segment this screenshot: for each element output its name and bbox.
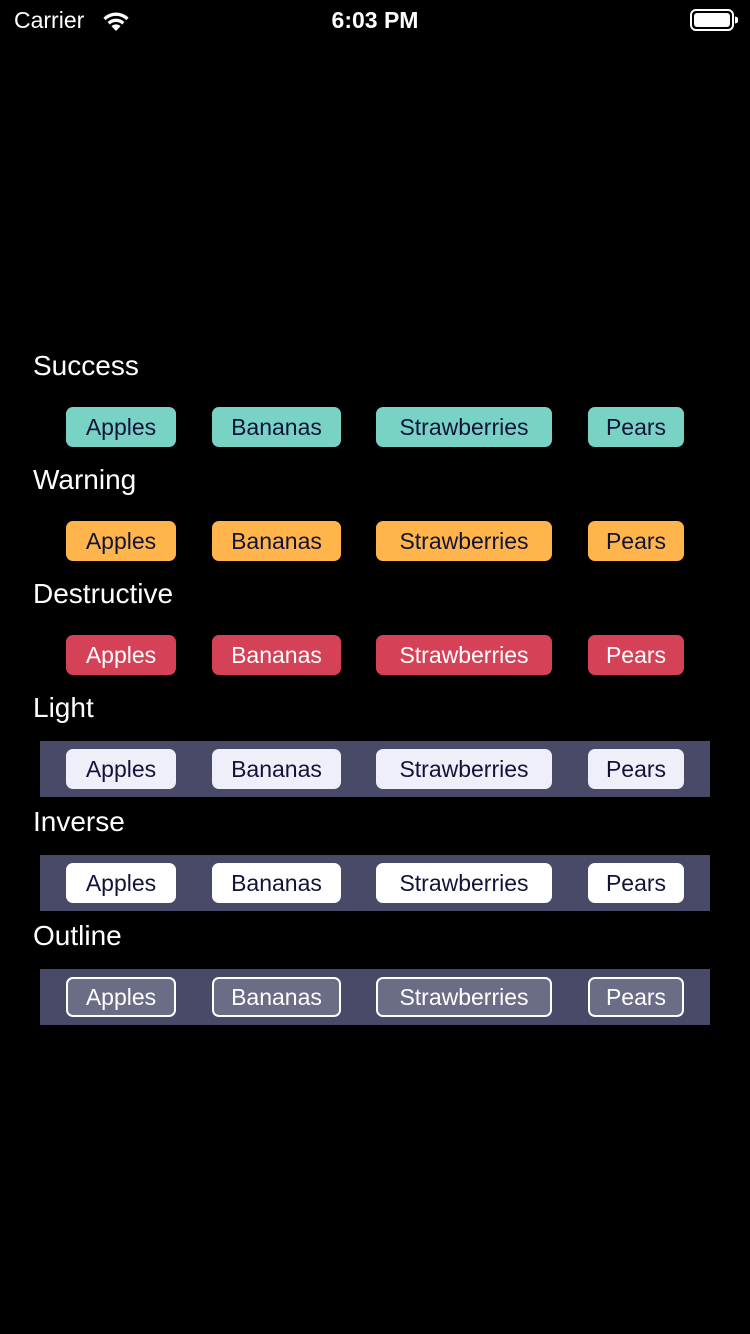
badge-apples: Apples xyxy=(66,521,176,561)
badge-bananas: Bananas xyxy=(212,977,341,1017)
section-label-warning: Warning xyxy=(33,464,137,495)
badge-pears: Pears xyxy=(588,635,684,675)
badge-pears: Pears xyxy=(588,749,684,789)
section-label-light: Light xyxy=(33,692,94,723)
badge-apples: Apples xyxy=(66,863,176,903)
badge-row-warning: Apples Bananas Strawberries Pears xyxy=(40,513,710,569)
badge-bananas: Bananas xyxy=(212,407,341,447)
badge-strawberries: Strawberries xyxy=(376,407,552,447)
badge-bananas: Bananas xyxy=(212,863,341,903)
badge-bananas: Bananas xyxy=(212,635,341,675)
section-label-outline: Outline xyxy=(33,920,122,951)
badge-apples: Apples xyxy=(66,977,176,1017)
badge-row-success: Apples Bananas Strawberries Pears xyxy=(40,399,710,455)
badge-strawberries: Strawberries xyxy=(376,749,552,789)
carrier-label: Carrier xyxy=(14,7,85,33)
clock: 6:03 PM xyxy=(331,7,419,33)
section-label-destructive: Destructive xyxy=(33,578,174,609)
badge-strawberries: Strawberries xyxy=(376,521,552,561)
badge-pears: Pears xyxy=(588,521,684,561)
badge-apples: Apples xyxy=(66,635,176,675)
badge-row-outline: Apples Bananas Strawberries Pears xyxy=(40,969,710,1025)
badge-row-inverse: Apples Bananas Strawberries Pears xyxy=(40,855,710,911)
badge-row-light: Apples Bananas Strawberries Pears xyxy=(40,741,710,797)
badge-apples: Apples xyxy=(66,407,176,447)
badge-pears: Pears xyxy=(588,863,684,903)
badge-pears: Pears xyxy=(588,407,684,447)
wifi-icon xyxy=(103,12,129,31)
badge-strawberries: Strawberries xyxy=(376,863,552,903)
badge-bananas: Bananas xyxy=(212,749,341,789)
badge-apples: Apples xyxy=(66,749,176,789)
badge-strawberries: Strawberries xyxy=(376,635,552,675)
battery-icon xyxy=(690,9,738,31)
section-label-inverse: Inverse xyxy=(33,806,125,837)
badge-strawberries: Strawberries xyxy=(376,977,552,1017)
badge-pears: Pears xyxy=(588,977,684,1017)
badge-bananas: Bananas xyxy=(212,521,341,561)
badge-row-destructive: Apples Bananas Strawberries Pears xyxy=(40,627,710,683)
status-bar: Carrier 6:03 PM xyxy=(0,0,750,40)
section-label-success: Success xyxy=(33,350,139,381)
